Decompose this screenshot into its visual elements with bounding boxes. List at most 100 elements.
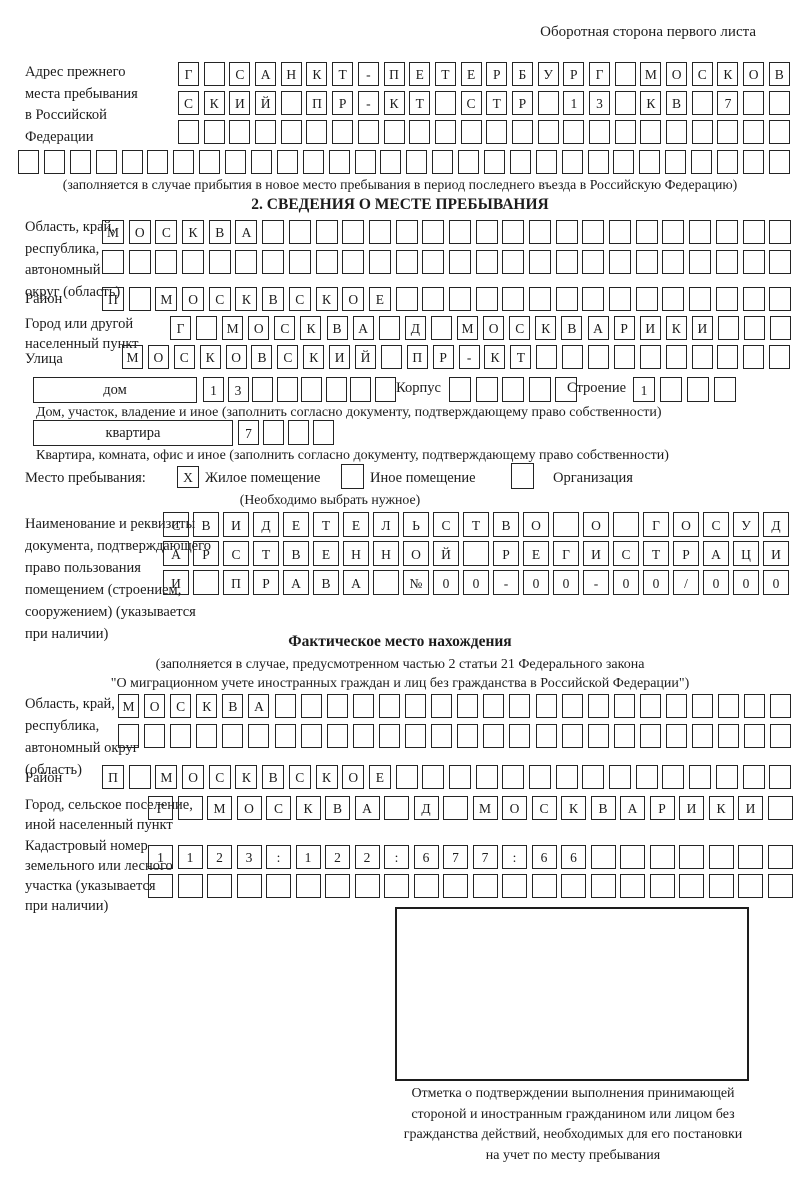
char-cell: Р <box>193 541 219 566</box>
section2-title: 2. СВЕДЕНИЯ О МЕСТЕ ПРЕБЫВАНИЯ <box>251 196 549 213</box>
char-cell <box>288 420 309 445</box>
char-cell <box>395 765 418 789</box>
char-cell: 2 <box>207 845 232 869</box>
char-cell <box>742 765 765 789</box>
char-cell <box>587 150 609 174</box>
char-cell <box>502 377 524 402</box>
char-cell: Н <box>280 62 302 86</box>
char-cell: И <box>163 570 189 595</box>
char-cell: М <box>207 796 232 820</box>
char-cell: К <box>535 316 557 340</box>
char-cell: К <box>708 796 734 820</box>
char-cell: 6 <box>531 845 557 869</box>
char-cell <box>582 250 605 274</box>
char-cell: 0 <box>553 570 579 595</box>
char-cell <box>102 250 124 274</box>
char-cell <box>302 150 324 174</box>
char-cell <box>768 120 790 144</box>
char-cell: В <box>590 796 616 820</box>
char-cell: К <box>561 796 586 820</box>
char-cell <box>483 694 505 718</box>
char-cell: В <box>768 62 790 86</box>
char-cell: Т <box>332 62 354 86</box>
char-cell: К <box>300 316 322 340</box>
org-label: Организация <box>553 470 633 486</box>
char-cell <box>252 377 273 402</box>
char-cell: О <box>225 345 247 369</box>
char-cell <box>717 316 739 340</box>
char-cell: М <box>155 765 178 789</box>
char-cell <box>717 120 739 144</box>
char-cell: Р <box>486 62 508 86</box>
actual-district-label: Район <box>25 770 63 786</box>
cadastre-label: Кадастровый номер земельного или лесного… <box>25 838 173 914</box>
char-cell <box>718 694 740 718</box>
char-cell <box>691 150 713 174</box>
char-cell: Р <box>673 541 699 566</box>
char-cell <box>662 765 685 789</box>
char-cell: А <box>352 316 374 340</box>
char-cell: Л <box>373 512 399 537</box>
char-cell <box>484 150 506 174</box>
char-cell <box>555 765 578 789</box>
char-cell <box>263 420 284 445</box>
char-cell: И <box>738 796 763 820</box>
page-side-note: Оборотная сторона первого листа <box>540 24 756 40</box>
char-cell <box>432 150 454 174</box>
char-cell <box>342 250 365 274</box>
char-cell: С <box>691 62 713 86</box>
char-cell: Р <box>649 796 675 820</box>
document-row-3: И П Р А В А № 0 0-0 0-0 0/0 0 0 <box>163 570 793 595</box>
char-cell <box>613 724 635 748</box>
char-cell <box>225 150 247 174</box>
char-cell: И <box>639 316 661 340</box>
char-cell: С <box>703 512 729 537</box>
char-cell: С <box>223 541 249 566</box>
char-cell: Г <box>178 62 199 86</box>
char-cell: С <box>460 91 482 115</box>
char-cell <box>262 220 285 244</box>
korpus-label: Корпус <box>396 380 441 396</box>
char-cell <box>555 287 578 311</box>
char-cell: С <box>173 345 195 369</box>
char-cell: 1 <box>148 845 173 869</box>
char-cell <box>395 287 418 311</box>
char-cell: П <box>383 62 405 86</box>
char-cell <box>738 874 763 898</box>
char-cell: 0 <box>643 570 669 595</box>
char-cell <box>405 724 427 748</box>
char-cell <box>328 150 350 174</box>
char-cell <box>128 765 151 789</box>
char-cell <box>274 724 296 748</box>
char-cell: Т <box>486 91 508 115</box>
char-cell <box>458 150 480 174</box>
char-cell <box>718 724 740 748</box>
char-cell: В <box>222 694 244 718</box>
char-cell: О <box>147 345 169 369</box>
char-cell <box>609 250 632 274</box>
char-cell: X <box>177 466 199 488</box>
district-label: Район <box>25 291 63 307</box>
char-cell <box>196 724 218 748</box>
char-cell <box>582 765 605 789</box>
char-cell <box>431 694 453 718</box>
char-cell: М <box>640 62 662 86</box>
char-cell <box>475 377 498 402</box>
char-cell <box>69 150 91 174</box>
char-cell: О <box>523 512 549 537</box>
char-cell <box>662 250 685 274</box>
char-cell <box>422 287 445 311</box>
char-cell: 0 <box>763 570 789 595</box>
char-cell <box>203 120 225 144</box>
char-cell <box>448 287 471 311</box>
char-cell <box>208 250 231 274</box>
char-cell <box>635 287 658 311</box>
char-cell: А <box>163 541 189 566</box>
char-cell <box>475 250 498 274</box>
char-cell: Е <box>368 287 391 311</box>
char-cell: : <box>502 845 527 869</box>
char-cell <box>714 377 736 402</box>
